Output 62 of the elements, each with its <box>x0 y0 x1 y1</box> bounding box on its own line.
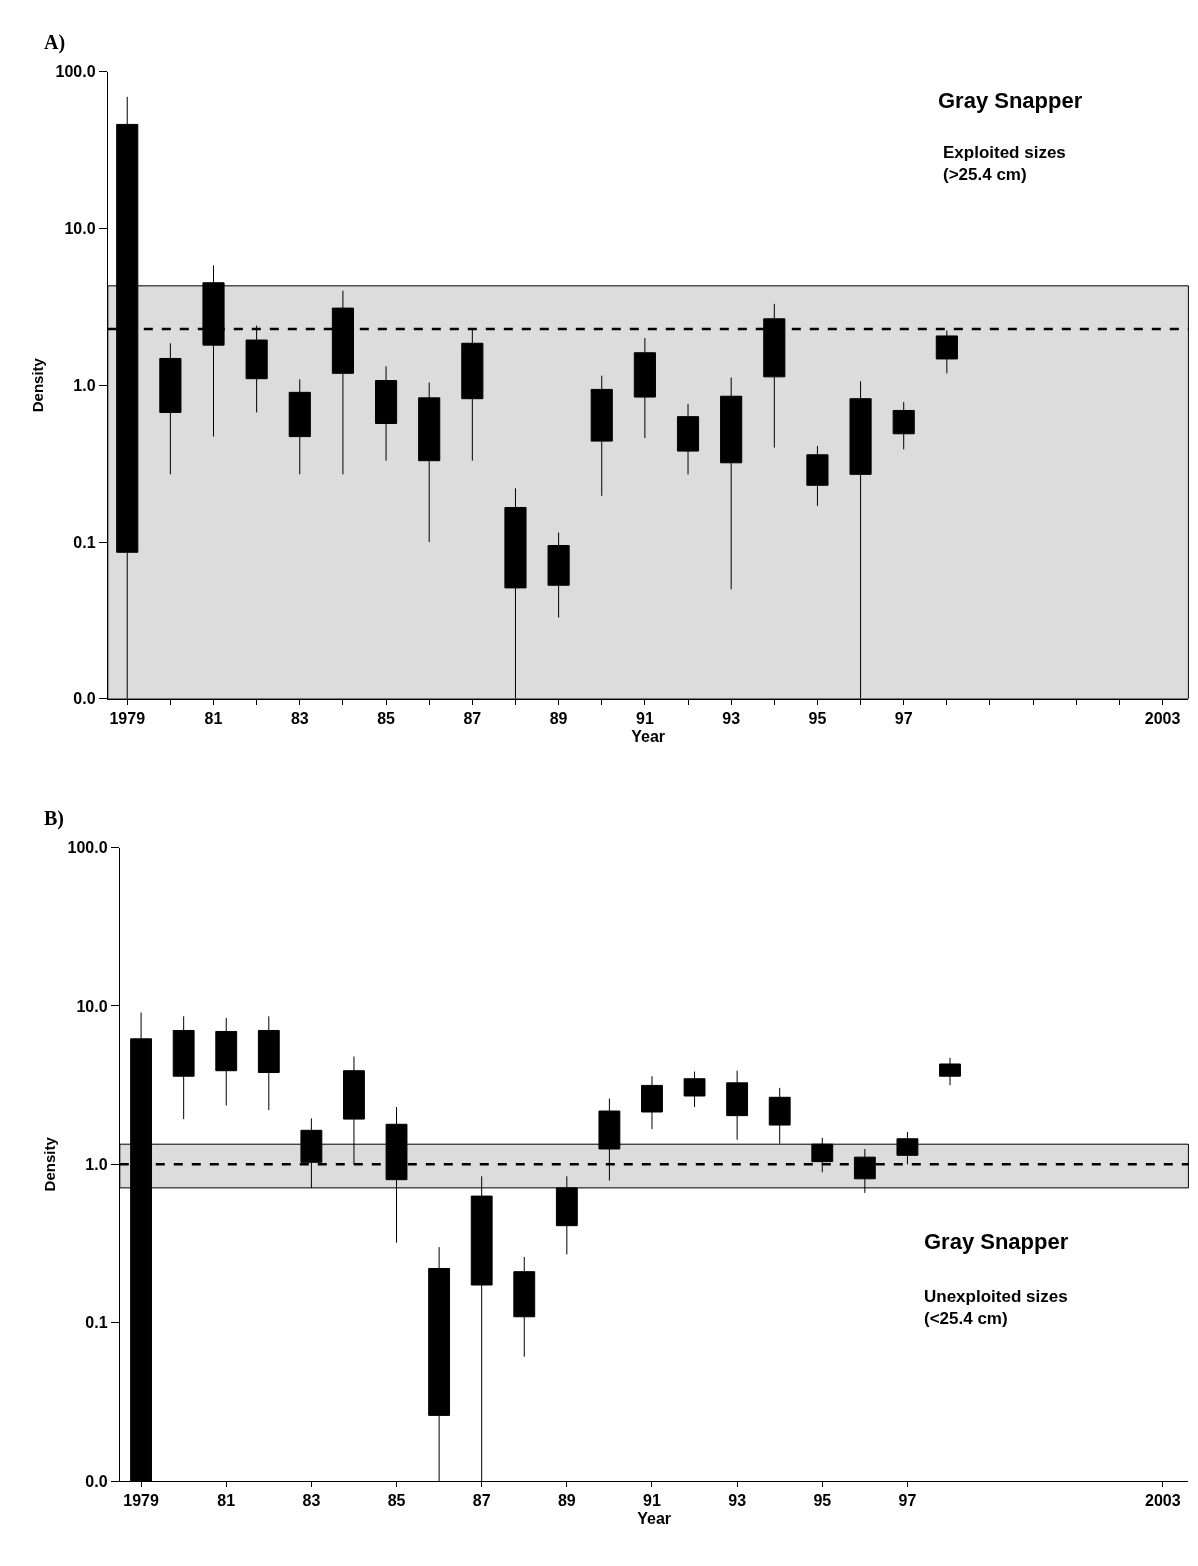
candlestick <box>676 403 700 475</box>
y-tick-label: 100.0 <box>55 63 96 81</box>
candlestick <box>418 382 441 543</box>
y-tick-label: 0.0 <box>85 1472 108 1490</box>
x-tick-label: 89 <box>549 710 568 728</box>
x-tick-label: 85 <box>387 1492 406 1510</box>
x-tick-label: 1979 <box>109 710 146 728</box>
x-tick-label: 83 <box>290 710 309 728</box>
candlestick <box>935 330 958 374</box>
y-tick-label: 0.0 <box>73 690 96 708</box>
y-tick-label: 0.1 <box>73 533 96 551</box>
x-tick-label: 95 <box>808 710 827 728</box>
x-axis-title: Year <box>637 1510 672 1527</box>
candlestick <box>547 532 570 619</box>
candlestick <box>374 365 398 462</box>
candlestick <box>633 337 656 439</box>
x-tick-label: 87 <box>463 710 482 728</box>
y-tick-label: 10.0 <box>76 997 108 1015</box>
candlestick <box>726 1070 749 1141</box>
x-tick-label: 2003 <box>1145 1492 1181 1510</box>
x-tick-label: 93 <box>722 710 741 728</box>
x-tick-label: 83 <box>302 1492 321 1510</box>
x-tick-label: 89 <box>557 1492 576 1510</box>
candlestick <box>892 401 915 450</box>
y-axis-title: Density <box>28 357 46 413</box>
y-tick-label: 100.0 <box>67 839 108 857</box>
candlestick <box>288 378 311 475</box>
candlestick <box>641 1075 663 1130</box>
x-tick-label: 85 <box>377 710 396 728</box>
text: Unexploited sizes (<25.4 cm) <box>924 1287 1068 1329</box>
candlestick <box>159 342 182 475</box>
y-tick-label: 10.0 <box>64 219 96 237</box>
x-tick-label: 95 <box>813 1492 832 1510</box>
text: Gray Snapper <box>924 1229 1069 1254</box>
candlestick <box>720 376 743 590</box>
x-axis-title: Year <box>631 727 666 745</box>
text: Exploited sizes (>25.4 cm) <box>943 143 1066 185</box>
x-tick-label: 81 <box>217 1492 236 1510</box>
text: Gray Snapper <box>938 88 1083 113</box>
x-tick-label: 81 <box>204 710 223 728</box>
y-tick-label: 1.0 <box>73 376 96 394</box>
candlestick <box>172 1015 195 1120</box>
candlestick <box>257 1015 280 1111</box>
candlestick <box>513 1256 536 1358</box>
candlestick <box>215 1017 238 1107</box>
candlestick <box>590 375 613 497</box>
text: B) <box>44 807 64 830</box>
y-axis-title: Density <box>40 1136 58 1192</box>
candlestick <box>806 445 829 507</box>
candlestick <box>683 1071 706 1108</box>
text: A) <box>44 31 66 54</box>
x-tick-label: 87 <box>472 1492 491 1510</box>
x-tick-label: 97 <box>898 1492 917 1510</box>
x-tick-label: 1979 <box>123 1492 159 1510</box>
x-tick-label: 93 <box>728 1492 747 1510</box>
y-tick-label: 0.1 <box>85 1314 108 1332</box>
candlestick <box>939 1057 961 1086</box>
x-tick-label: 91 <box>643 1492 661 1510</box>
x-tick-label: 97 <box>894 710 913 728</box>
x-tick-label: 2003 <box>1144 710 1181 728</box>
y-tick-label: 1.0 <box>85 1155 108 1173</box>
x-tick-label: 91 <box>635 710 654 728</box>
